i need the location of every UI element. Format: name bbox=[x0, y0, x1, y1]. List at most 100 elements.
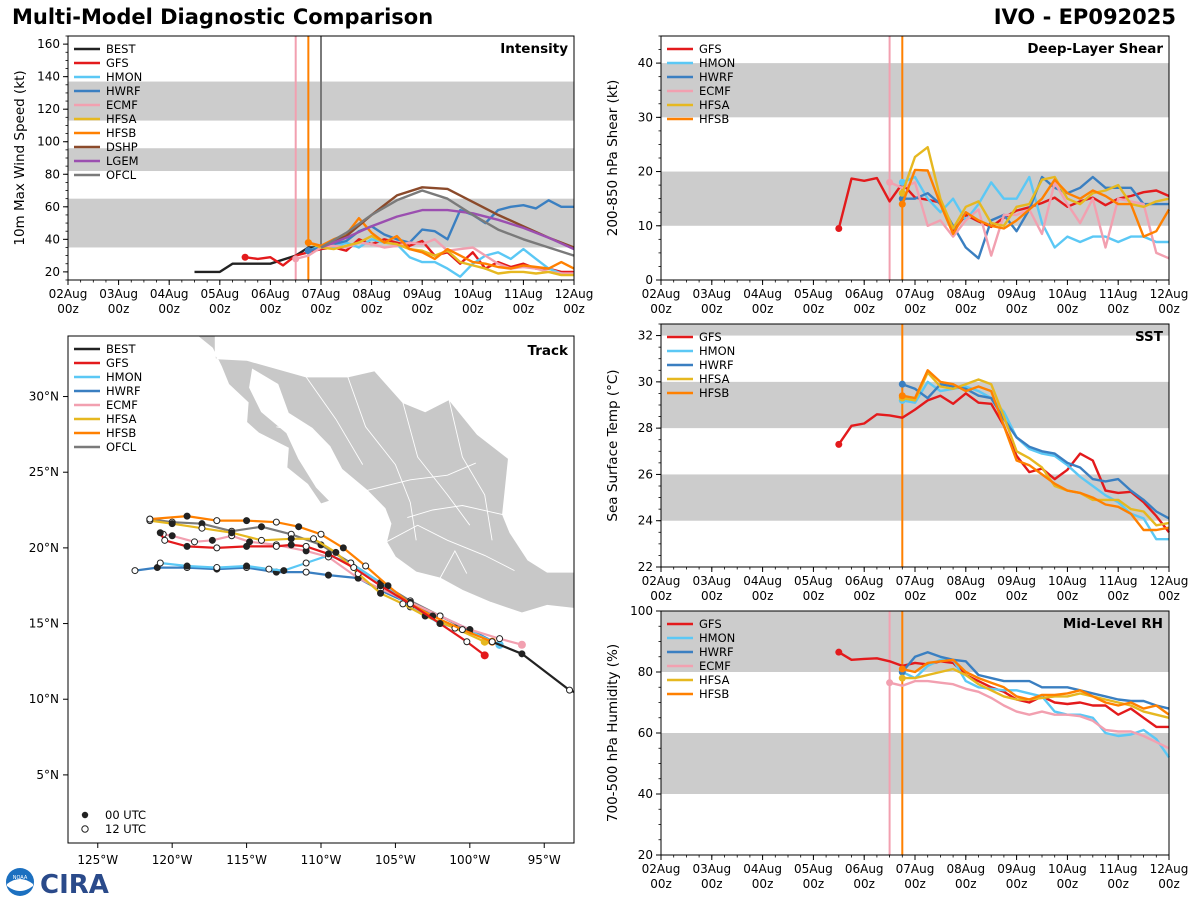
rh-ytick-label-80: 80 bbox=[638, 665, 653, 679]
sst-ylabel: Sea Surface Temp (°C) bbox=[605, 369, 621, 521]
sst-xtick-sublabel-4: 00z bbox=[853, 589, 875, 603]
sst-xtick-label-6: 08Aug bbox=[946, 574, 985, 588]
rh-xtick-label-2: 04Aug bbox=[743, 862, 782, 876]
shear-series-start-hfsa bbox=[898, 189, 906, 197]
shear-series-start-ecmf bbox=[886, 178, 894, 186]
intensity-series-ofcl bbox=[320, 189, 575, 257]
rh-series-hfsb bbox=[902, 658, 1170, 716]
intensity-xtick-label-2: 04Aug bbox=[150, 287, 189, 301]
shear-legend-label-hfsb: HFSB bbox=[699, 112, 729, 126]
sst-ytick-label-30: 30 bbox=[638, 375, 653, 389]
track-marker-best bbox=[518, 650, 526, 658]
rh-ylabel: 700-500 hPa Humidity (%) bbox=[605, 644, 621, 822]
track-series-hfsa bbox=[149, 519, 486, 643]
track-series-best bbox=[491, 640, 574, 694]
rh-frame bbox=[660, 610, 1170, 856]
shear-ytick-label-0: 0 bbox=[645, 273, 653, 287]
intensity-ytick-label-100: 100 bbox=[37, 135, 60, 149]
rh-xtick-sublabel-5: 00z bbox=[904, 877, 926, 891]
track-series-hfsb bbox=[149, 514, 493, 643]
intensity-legend-label-lgem: LGEM bbox=[106, 154, 139, 168]
sst-xtick-label-9: 11Aug bbox=[1099, 574, 1138, 588]
shear-xtick-label-8: 10Aug bbox=[1048, 287, 1087, 301]
shear-ytick-label-10: 10 bbox=[638, 219, 653, 233]
sst-xtick-label-10: 12Aug bbox=[1150, 574, 1189, 588]
figure-title: Multi-Model Diagnostic Comparison bbox=[12, 5, 434, 29]
intensity-legend-label-hfsb: HFSB bbox=[106, 126, 136, 140]
intensity-series-gfs bbox=[244, 238, 574, 274]
rh-series-ecmf bbox=[889, 679, 1170, 750]
track-marker-hfsa bbox=[198, 524, 206, 532]
track-marker-gfs bbox=[377, 582, 385, 590]
sst-xtick-sublabel-8: 00z bbox=[1057, 589, 1079, 603]
rh-xtick-sublabel-0: 00z bbox=[650, 877, 672, 891]
track-state-border-1 bbox=[402, 402, 471, 526]
shear-frame bbox=[660, 35, 1170, 281]
track-legend-label-hfsb: HFSB bbox=[106, 426, 136, 440]
shear-xtick-sublabel-2: 00z bbox=[752, 302, 774, 316]
shear-xtick-sublabel-1: 00z bbox=[701, 302, 723, 316]
rh-ytick-label-60: 60 bbox=[638, 726, 653, 740]
track-marker-gfs bbox=[324, 550, 332, 558]
track-legend-label-hwrf: HWRF bbox=[106, 384, 141, 398]
track-marker-gfs bbox=[272, 542, 280, 550]
rh-xtick-label-6: 08Aug bbox=[946, 862, 985, 876]
track-marker-best bbox=[566, 686, 574, 694]
intensity-xtick-label-10: 12Aug bbox=[555, 287, 594, 301]
track-marker-gfs bbox=[213, 544, 221, 552]
intensity-xtick-label-9: 11Aug bbox=[504, 287, 543, 301]
track-state-border-5 bbox=[439, 549, 468, 579]
shear-xtick-label-7: 09Aug bbox=[997, 287, 1036, 301]
rh-xtick-label-1: 03Aug bbox=[692, 862, 731, 876]
rh-ytick-label-20: 20 bbox=[638, 848, 653, 862]
track-series-start-ecmf bbox=[517, 640, 526, 649]
shear-series-start-hmon bbox=[898, 178, 906, 186]
intensity-xtick-sublabel-6: 00z bbox=[361, 302, 383, 316]
track-title: Track bbox=[528, 343, 569, 359]
intensity-xtick-label-4: 06Aug bbox=[251, 287, 290, 301]
sst-xtick-label-3: 05Aug bbox=[794, 574, 833, 588]
track-marker-hmon bbox=[213, 564, 221, 572]
sst-xtick-sublabel-0: 00z bbox=[650, 589, 672, 603]
shear-chart: 01020304002Aug00z03Aug00z04Aug00z05Aug00… bbox=[605, 35, 1188, 316]
cira-logo: NOAA CIRA bbox=[6, 868, 109, 898]
sst-xtick-label-4: 06Aug bbox=[845, 574, 884, 588]
rh-xtick-sublabel-4: 00z bbox=[853, 877, 875, 891]
shear-ytick-label-40: 40 bbox=[638, 56, 653, 70]
intensity-series-hfsb bbox=[308, 216, 575, 270]
sst-xtick-label-5: 07Aug bbox=[896, 574, 935, 588]
rh-xtick-sublabel-6: 00z bbox=[955, 877, 977, 891]
storm-id: IVO - EP092025 bbox=[993, 5, 1176, 29]
track-state-border-0 bbox=[347, 376, 417, 541]
track-state-border-8 bbox=[276, 426, 284, 429]
intensity-ytick-label-60: 60 bbox=[45, 200, 60, 214]
intensity-xtick-sublabel-1: 00z bbox=[108, 302, 130, 316]
rh-xtick-sublabel-3: 00z bbox=[803, 877, 825, 891]
track-marker-hfsa bbox=[399, 600, 407, 608]
rh-xtick-label-9: 11Aug bbox=[1099, 862, 1138, 876]
sst-series-hfsb bbox=[902, 369, 1170, 532]
shear-legend-label-hwrf: HWRF bbox=[699, 70, 734, 84]
track-state-border-3 bbox=[305, 376, 364, 465]
track-land-mexico bbox=[196, 336, 574, 614]
rh-legend-label-gfs: GFS bbox=[699, 617, 722, 631]
rh-xtick-sublabel-1: 00z bbox=[701, 877, 723, 891]
track-marker-hfsa bbox=[287, 535, 295, 543]
shear-xtick-sublabel-6: 00z bbox=[955, 302, 977, 316]
noaa-logo-wave bbox=[7, 879, 33, 891]
track-chart: 125°W 120°W 115°W 110°W 105°W 100°W 95°W 5°N 10°… bbox=[29, 335, 575, 867]
track-marker-legend-12utc-symbol bbox=[81, 825, 89, 833]
sst-xtick-sublabel-5: 00z bbox=[904, 589, 926, 603]
intensity-series-start-gfs bbox=[241, 253, 249, 261]
track-legend-label-hfsa: HFSA bbox=[106, 412, 137, 426]
track-marker-hfsb bbox=[384, 582, 392, 590]
intensity-ytick-label-160: 160 bbox=[37, 37, 60, 51]
shear-xtick-sublabel-7: 00z bbox=[1006, 302, 1028, 316]
track-series-start-gfs bbox=[480, 651, 489, 660]
intensity-xtick-label-5: 07Aug bbox=[302, 287, 341, 301]
intensity-legend-label-dshp: DSHP bbox=[106, 140, 138, 154]
track-marker-hfsb bbox=[213, 517, 221, 525]
track-marker-hfsa bbox=[332, 548, 340, 556]
sst-xtick-label-7: 09Aug bbox=[997, 574, 1036, 588]
